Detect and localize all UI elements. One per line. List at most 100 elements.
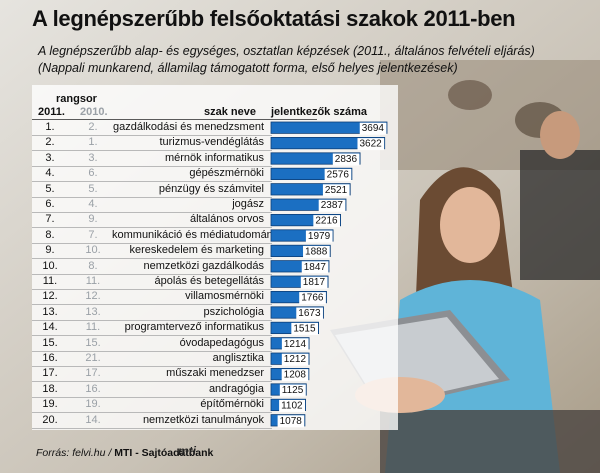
- bar-value-label-19: 1102: [281, 400, 303, 411]
- category-label-6: jogász: [232, 198, 264, 210]
- value-label-background: [318, 199, 346, 212]
- source-label: Forrás:: [36, 447, 70, 459]
- rank-2010-13: 13.: [85, 305, 101, 318]
- bar-value-label-11: 1817: [303, 277, 326, 288]
- category-label-1: gazdálkodási és menedzsment: [112, 121, 264, 133]
- rank-2011-14: 14.: [42, 321, 58, 334]
- category-label-9: kereskedelem és marketing: [129, 244, 264, 257]
- source-org: MTI - Sajtóadatbank: [114, 447, 214, 459]
- value-label-background: [313, 215, 341, 228]
- rank-2010-18: 16.: [85, 382, 101, 395]
- mti-logo: mti: [178, 444, 196, 458]
- header-rank-2010: 2010.: [80, 106, 108, 118]
- category-label-15: óvodapedagógus: [179, 336, 264, 349]
- category-label-20: nemzetközi tanulmányok: [142, 413, 264, 426]
- bar-value-label-18: 1125: [282, 385, 304, 396]
- bar-value-label-16: 1212: [284, 354, 307, 365]
- bar-4: [270, 167, 353, 180]
- chart-title: A legnépszerűbb felsőoktatási szakok 201…: [32, 6, 516, 31]
- bar-value-label-2: 3622: [359, 139, 382, 150]
- source-note: Forrás: felvi.hu / MTI - Sajtóadatbank: [36, 447, 213, 459]
- rank-2011-12: 12.: [42, 290, 58, 303]
- row-divider: [32, 365, 272, 367]
- header-divider: [32, 119, 317, 120]
- value-label-background: [296, 307, 323, 320]
- category-label-14: programtervező informatikus: [124, 321, 264, 334]
- row-divider: [32, 211, 272, 213]
- bar-1: [270, 121, 388, 134]
- subtitle-line-1: A legnépszerűbb alap- és egységes, oszta…: [38, 44, 535, 58]
- value-label-background: [357, 138, 385, 151]
- category-label-5: pénzügy és számvitel: [158, 182, 264, 195]
- bar-value-label-4: 2576: [327, 169, 350, 180]
- bar-value-label-12: 1766: [301, 293, 324, 304]
- value-label-background: [281, 353, 309, 366]
- rank-2010-5: 5.: [88, 182, 98, 195]
- row-divider: [32, 258, 272, 260]
- bar-10: [270, 260, 330, 273]
- rank-2011-18: 18.: [42, 382, 58, 395]
- bar-value-label-10: 1847: [304, 262, 327, 273]
- rank-2010-1: 2.: [88, 121, 98, 133]
- rank-2010-3: 3.: [88, 151, 98, 164]
- category-label-19: építőmérnöki: [200, 398, 264, 411]
- bar-5: [270, 183, 351, 196]
- category-label-8: kommunikáció és médiatudomány: [112, 228, 279, 241]
- row-divider: [32, 134, 272, 136]
- rank-2010-7: 9.: [88, 213, 98, 226]
- rank-2011-5: 5.: [45, 182, 55, 195]
- bar-value-label-5: 2521: [325, 185, 348, 196]
- rank-2010-17: 17.: [85, 367, 101, 380]
- row-divider: [32, 196, 272, 198]
- category-label-3: mérnök informatikus: [164, 151, 264, 164]
- value-label-background: [281, 369, 309, 382]
- bar-value-label-9: 1888: [305, 246, 328, 257]
- bar-value-label-15: 1214: [284, 339, 307, 350]
- rank-2011-11: 11.: [42, 275, 58, 287]
- bar-7: [270, 213, 341, 227]
- category-label-18: andragógia: [208, 382, 264, 395]
- bar-12: [270, 290, 327, 304]
- category-label-10: nemzetközi gazdálkodás: [143, 259, 264, 272]
- rank-2011-17: 17.: [42, 367, 58, 380]
- rank-2011-3: 3.: [45, 151, 55, 164]
- row-divider: [32, 304, 272, 306]
- row-divider: [32, 150, 272, 152]
- header-rank-2011: 2011.: [38, 106, 65, 118]
- row-divider: [32, 427, 272, 429]
- row-divider: [32, 273, 272, 275]
- rank-2010-10: 8.: [88, 259, 98, 272]
- rank-2011-13: 13.: [42, 305, 58, 318]
- bar-value-label-8: 1979: [308, 231, 331, 242]
- row-divider: [32, 412, 272, 414]
- row-divider: [32, 288, 272, 290]
- rank-2010-8: 7.: [88, 228, 98, 241]
- value-label-background: [279, 384, 306, 397]
- rank-2010-19: 19.: [85, 398, 101, 411]
- bar-value-label-1: 3694: [362, 123, 385, 134]
- value-label-background: [359, 122, 387, 135]
- row-divider: [32, 350, 272, 352]
- rank-2011-15: 15.: [42, 336, 58, 349]
- rank-2011-1: 1.: [45, 121, 55, 133]
- row-divider: [32, 396, 272, 398]
- header-rank-group: rangsor: [56, 93, 97, 105]
- rank-2011-8: 8.: [45, 228, 55, 241]
- value-label-background: [324, 168, 352, 181]
- header-name: szak neve: [204, 106, 256, 118]
- rank-2010-20: 14.: [85, 413, 101, 426]
- rank-2011-2: 2.: [45, 136, 55, 149]
- row-divider: [32, 335, 272, 337]
- rank-2010-14: 11.: [85, 321, 101, 334]
- bar-11: [270, 275, 329, 288]
- value-label-background: [277, 415, 305, 428]
- rank-2010-4: 6.: [88, 167, 98, 180]
- rank-2011-4: 4.: [45, 167, 55, 180]
- bar-8: [270, 229, 334, 242]
- rank-2011-9: 9.: [45, 244, 55, 257]
- category-label-13: pszichológia: [203, 305, 264, 318]
- category-label-11: ápolás és betegellátás: [154, 275, 264, 287]
- category-label-16: anglisztika: [212, 352, 264, 364]
- rank-2010-16: 21.: [85, 352, 101, 364]
